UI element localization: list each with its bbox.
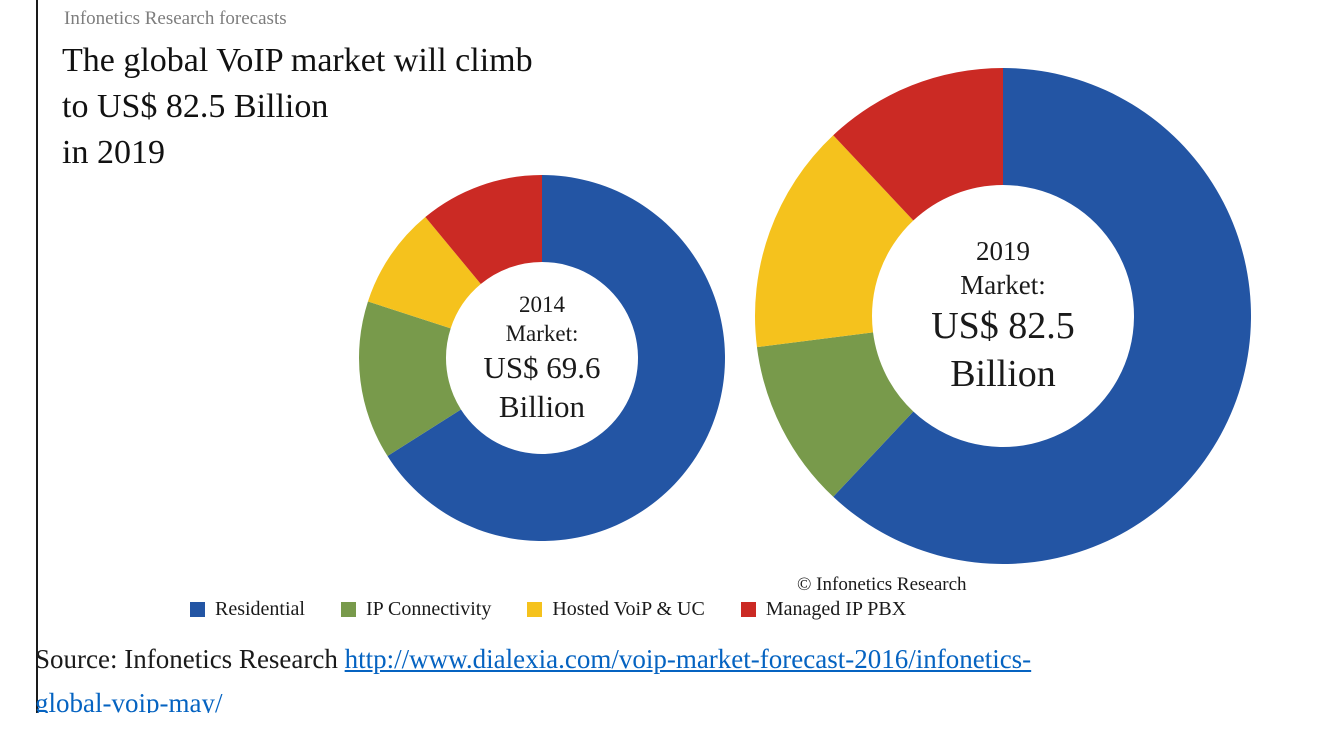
title-line-2: to US$ 82.5 Billion	[62, 88, 329, 125]
legend-item-ip-connectivity: IP Connectivity	[340, 598, 492, 621]
donut-2019-segment-residential	[833, 68, 1251, 565]
donut-2014-unit: Billion	[498, 389, 586, 424]
legend-label-managed-ip-pbx: Managed IP PBX	[765, 598, 907, 620]
title-line-3: in 2019	[62, 134, 165, 171]
donut-2019-year: 2019	[975, 236, 1030, 266]
donut-2014-market-word: Market:	[505, 321, 579, 346]
donut-2019-unit: Billion	[950, 353, 1056, 395]
legend-swatch-residential	[190, 602, 205, 617]
legend-swatch-hosted-voip-uc	[527, 602, 543, 617]
donut-2019-value: US$ 82.5	[931, 305, 1075, 347]
left-border-line	[36, 0, 38, 713]
donut-chart-2014	[358, 175, 725, 541]
legend-item-residential: Residential	[190, 598, 305, 621]
donut-2019-segment-managed-ip-pbx	[833, 68, 1003, 221]
legend-item-managed-ip-pbx: Managed IP PBX	[740, 598, 907, 621]
donut-2019-segment-hosted-voip-uc	[755, 135, 914, 348]
eyebrow-text: Infonetics Research forecasts	[64, 8, 287, 29]
donut-chart-2019	[755, 68, 1251, 565]
source-line-1: Source: Infonetics Research http://www.d…	[35, 642, 1275, 676]
donut-2014-segment-hosted-voip-uc	[367, 216, 481, 329]
source-line: Source: Infonetics Research http://www.d…	[35, 642, 1275, 713]
source-link[interactable]: http://www.dialexia.com/voip-market-fore…	[344, 644, 1032, 674]
page-title: The global VoIP market will climb to US$…	[62, 38, 533, 176]
legend-label-residential: Residential	[215, 598, 305, 620]
donut-2014-value: US$ 69.6	[483, 350, 601, 385]
legend-item-hosted-voip-uc: Hosted VoiP & UC	[527, 598, 705, 621]
source-line-2: global-voip-may/	[35, 686, 1275, 713]
source-link-continued[interactable]: global-voip-may/	[35, 688, 223, 713]
donut-2014-segment-residential	[387, 175, 725, 541]
chart-legend: Residential IP Connectivity Hosted VoiP …	[190, 598, 906, 621]
legend-swatch-managed-ip-pbx	[740, 602, 756, 617]
source-prefix: Source: Infonetics Research	[35, 644, 345, 674]
legend-label-ip-connectivity: IP Connectivity	[365, 598, 492, 620]
donut-2014-segment-managed-ip-pbx	[425, 175, 542, 285]
donut-2014-year: 2014	[518, 292, 565, 317]
donut-2014-segment-ip-connectivity	[358, 301, 461, 457]
donut-2019-market-word: Market:	[960, 270, 1046, 300]
legend-label-hosted-voip-uc: Hosted VoiP & UC	[552, 598, 705, 620]
donut-2019-segment-ip-connectivity	[756, 332, 914, 497]
copyright-text: © Infonetics Research	[797, 574, 967, 595]
donut-2019-center-label: 2019 Market: US$ 82.5 Billion	[931, 234, 1075, 398]
title-line-1: The global VoIP market will climb	[62, 42, 533, 79]
legend-swatch-ip-connectivity	[340, 602, 356, 617]
donut-2014-center-label: 2014 Market: US$ 69.6 Billion	[483, 290, 600, 426]
